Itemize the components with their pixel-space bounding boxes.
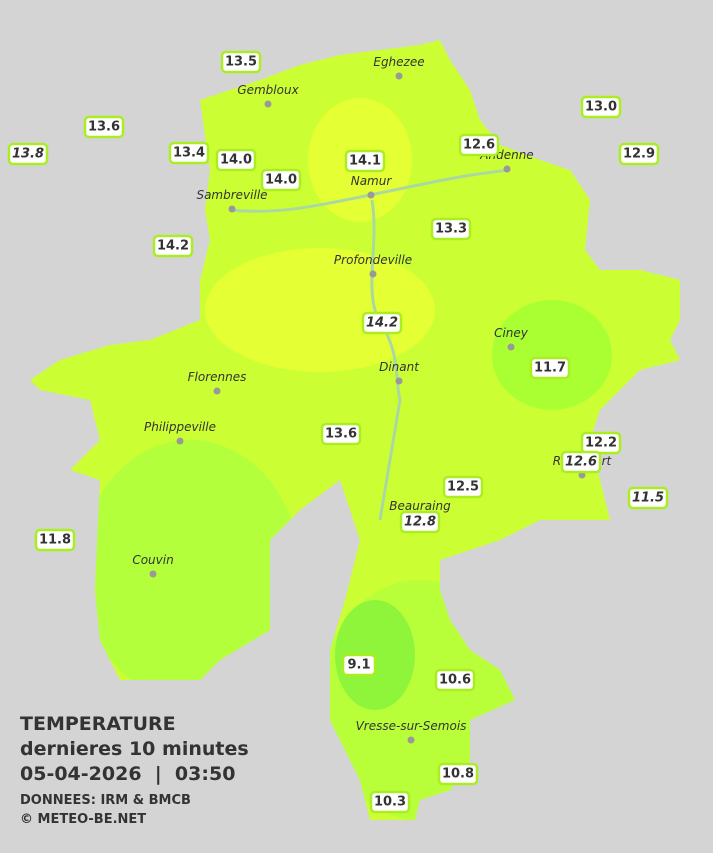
station-box	[458, 133, 500, 157]
city-dot	[503, 165, 511, 173]
station-value: 9.1	[347, 658, 370, 673]
city-label: Dinant	[379, 360, 420, 374]
station-box	[399, 510, 441, 534]
city-label: Philippeville	[144, 420, 216, 434]
station-box	[560, 450, 602, 474]
station-box	[361, 311, 403, 335]
station-box	[369, 790, 411, 814]
station-box	[320, 422, 362, 446]
station-value: 11.7	[534, 361, 566, 376]
station-value: 12.6	[565, 455, 597, 470]
station-box	[580, 95, 622, 119]
station-value: 14.0	[220, 153, 252, 168]
station-box	[168, 141, 210, 165]
station-value: 10.3	[374, 795, 406, 810]
city-dot	[176, 437, 184, 445]
city-label: Couvin	[132, 553, 173, 567]
station-value: 13.6	[325, 427, 357, 442]
station-value: 14.2	[366, 316, 398, 331]
station-box	[442, 475, 484, 499]
station-box	[627, 486, 669, 510]
city-dot	[213, 387, 221, 395]
city-dot	[507, 343, 515, 351]
city-dot	[407, 736, 415, 744]
station-box	[430, 217, 472, 241]
legend-subtitle: dernieres 10 minutes	[20, 738, 249, 760]
city-label: Namur	[351, 174, 393, 188]
city-label: Florennes	[188, 370, 247, 384]
city-dot	[367, 191, 375, 199]
station-value: 13.6	[88, 120, 120, 135]
city-label: Profondeville	[334, 253, 412, 267]
city-label: Eghezee	[373, 55, 424, 69]
station-value: 13.0	[585, 100, 617, 115]
city-dot	[149, 570, 157, 578]
station-value: 13.3	[435, 222, 467, 237]
station-value: 13.5	[225, 55, 257, 70]
station-box	[344, 149, 386, 173]
station-value: 14.2	[157, 239, 189, 254]
station-value: 13.4	[173, 146, 205, 161]
station-value: 12.6	[463, 138, 495, 153]
station-box	[529, 356, 571, 380]
station-value: 12.5	[447, 480, 479, 495]
city-label: Sambreville	[196, 188, 267, 202]
station-box	[220, 50, 262, 74]
station-value: 12.8	[404, 515, 436, 530]
city-dot	[228, 205, 236, 213]
city-label: Ciney	[494, 326, 529, 340]
station-box	[83, 115, 125, 139]
legend-title: TEMPERATURE	[20, 713, 176, 735]
city-dot	[369, 270, 377, 278]
station-box	[341, 653, 377, 677]
legend-source: DONNEES: IRM & BMCB	[20, 793, 191, 808]
city-label: Gembloux	[237, 83, 299, 97]
legend-copyright: © METEO-BE.NET	[20, 812, 146, 827]
station-box	[152, 234, 194, 258]
station-box	[7, 142, 49, 166]
station-value: 12.2	[585, 436, 617, 451]
station-value: 12.9	[623, 147, 655, 162]
city-dot	[395, 72, 403, 80]
city-label: Beauraing	[389, 499, 451, 513]
station-value: 11.5	[632, 491, 664, 506]
city-dot	[264, 100, 272, 108]
station-box	[215, 148, 257, 172]
legend-datetime: 05-04-2026 | 03:50	[20, 763, 235, 785]
station-box	[34, 528, 76, 552]
station-value: 10.6	[439, 673, 471, 688]
station-box	[260, 168, 302, 192]
station-box	[580, 431, 622, 455]
station-value: 14.1	[349, 154, 381, 169]
station-box	[437, 762, 479, 786]
city-dot	[395, 377, 403, 385]
station-value: 11.8	[39, 533, 71, 548]
city-label: Vresse-sur-Semois	[356, 719, 467, 733]
station-value: 13.8	[12, 147, 44, 162]
station-value: 10.8	[442, 767, 474, 782]
station-box	[618, 142, 660, 166]
station-box	[434, 668, 476, 692]
station-value: 14.0	[265, 173, 297, 188]
